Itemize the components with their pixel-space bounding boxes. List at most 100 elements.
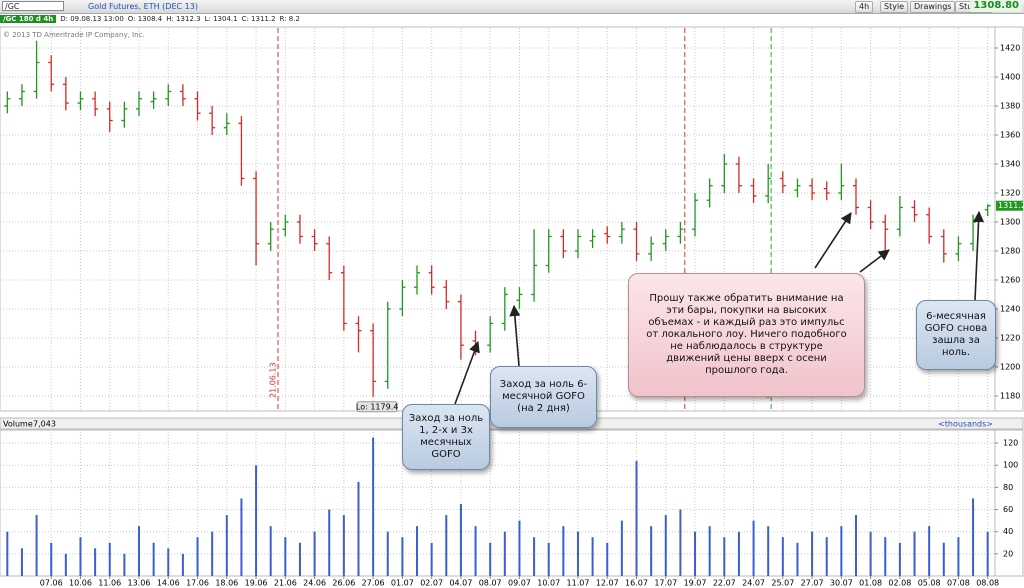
info-range: R: 8.2 [279,15,300,23]
info-close: C: 1311.2 [241,15,276,23]
info-date: D: 09.08.13 13:00 [60,15,124,23]
x-tick-label: 19.06 [245,579,268,588]
volume-bar [972,498,975,576]
volume-bar [591,537,594,576]
x-tick-label: 24.06 [303,579,326,588]
volume-bar [313,531,316,576]
x-tick-label: 01.08 [859,579,882,588]
volume-bar [225,515,228,576]
x-tick-label: 13.06 [128,579,151,588]
volume-bar [986,531,989,576]
volume-bar [284,537,287,576]
volume-bar [942,542,945,576]
y-tick-label: 1260 [1000,275,1020,284]
x-tick-label: 07.06 [40,579,63,588]
volume-bar [196,537,199,576]
volume-bar [737,531,740,576]
drawings-button[interactable]: Drawings [910,1,956,13]
x-tick-label: 08.08 [976,579,999,588]
volume-bar [650,526,653,576]
volume-bar [64,553,67,576]
volume-bar [620,520,623,576]
x-tick-label: 12.07 [596,579,619,588]
volume-bar [898,542,901,576]
x-tick-label: 17.06 [186,579,209,588]
x-tick-label: 05.08 [918,579,941,588]
study-tag: /GC 180 d 4h [0,15,57,23]
volume-bar [357,481,360,576]
volume-bar [79,537,82,576]
x-tick-label: 10.06 [69,579,92,588]
volume-bar [328,509,331,576]
y-tick-label: 1240 [1000,304,1020,313]
style-button[interactable]: Style [880,1,909,13]
y-tick-label: 100 [1003,461,1018,470]
x-tick-label: 26.06 [332,579,355,588]
volume-bar [489,542,492,576]
x-tick-label: 21.06 [274,579,297,588]
x-tick-label: 04.07 [449,579,472,588]
x-tick-label: 27.06 [362,579,385,588]
volume-bar [298,542,301,576]
volume-bar [20,548,23,576]
x-tick-label: 11.07 [567,579,590,588]
y-tick-label: 1300 [1000,217,1020,226]
volume-bar [533,537,536,576]
volume-bar [518,520,521,576]
y-tick-label: 40 [1003,527,1013,536]
volume-bar [138,526,141,576]
info-low: L: 1304.1 [204,15,238,23]
volume-bar [167,548,170,576]
event-label: 21.06.13 [269,362,278,398]
y-tick-label: 1340 [1000,159,1020,168]
x-tick-label: 02.07 [420,579,443,588]
volume-bar [50,542,53,576]
volume-title: Volume [3,420,33,429]
volume-bar [884,537,887,576]
symbol-input[interactable]: /GC [2,1,64,11]
y-tick-label: 1180 [1000,391,1020,400]
arrow [814,212,852,269]
y-tick-label: 60 [1003,505,1013,514]
info-line: /GC 180 d 4h D: 09.08.13 13:00 O: 1308.4 H:… [0,14,304,25]
x-tick-label: 11.06 [98,579,121,588]
x-tick-label: 19.07 [684,579,707,588]
volume-bar [913,531,916,576]
volume-bar [694,531,697,576]
copyright: © 2013 TD Ameritrade IP Company, Inc. [3,31,145,39]
volume-bar [840,526,843,576]
y-tick-label: 120 [1003,439,1018,448]
volume-bar [562,526,565,576]
y-tick-label: 1220 [1000,333,1020,342]
volume-bar [459,504,462,576]
volume-pane [0,429,996,577]
x-tick-label: 02.08 [888,579,911,588]
x-tick-label: 24.07 [742,579,765,588]
volume-bar [664,515,667,576]
volume-bar [372,437,375,576]
annotation: Заход за ноль 1, 2-х и 3х месячных GOFO [402,404,490,470]
x-tick-label: 10.07 [537,579,560,588]
volume-bar [416,526,419,576]
annotation: Заход за ноль 6-месячной GOFO (на 2 дня) [490,366,597,428]
y-tick-label: 1360 [1000,130,1020,139]
volume-bar [796,542,799,576]
volume-bar [708,526,711,576]
volume-bar [635,460,638,576]
y-tick-label: 1420 [1000,44,1020,53]
volume-unit: <thousands> [938,420,993,429]
x-tick-label: 01.07 [391,579,414,588]
volume-bar [94,548,97,576]
x-tick-label: 14.06 [157,579,180,588]
volume-bar [401,537,404,576]
volume-bar [269,526,272,576]
volume-bar [869,531,872,576]
arrow [859,249,890,273]
x-tick-label: 08.07 [479,579,502,588]
symbol-description: Gold Futures, ETH (DEC 13) [88,2,198,11]
x-tick-label: 09.07 [508,579,531,588]
volume-bar [342,515,345,576]
aggregation-button[interactable]: 4h [855,1,874,13]
arrow [972,210,985,301]
arrows [454,210,985,405]
